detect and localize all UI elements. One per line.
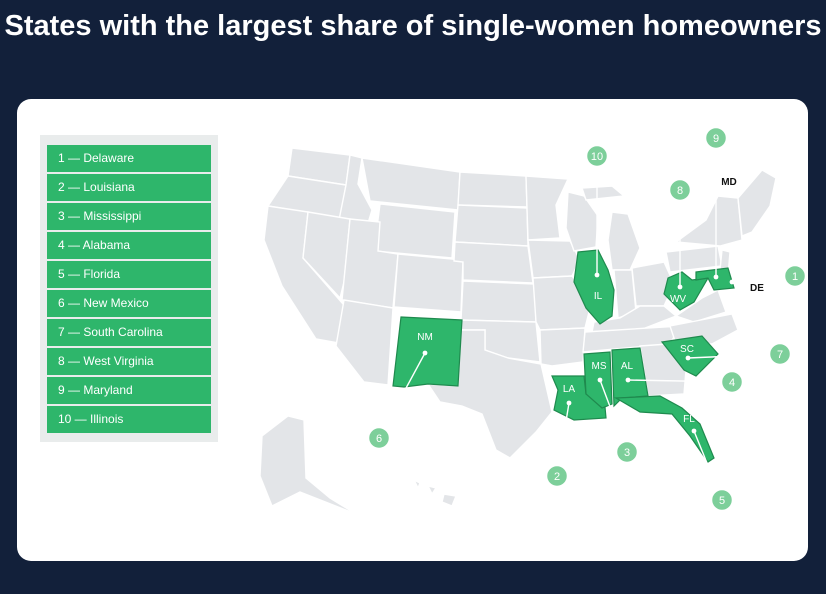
marker-4 (720, 370, 744, 394)
legend-item-4: 4 — Alabama (47, 232, 211, 259)
label-il: IL (594, 291, 603, 302)
legend-item-5: 5 — Florida (47, 261, 211, 288)
legend: 1 — Delaware 2 — Louisiana 3 — Mississip… (40, 135, 218, 442)
state-sc-highlight (660, 335, 719, 377)
legend-item-6: 6 — New Mexico (47, 290, 211, 317)
state-nd (457, 171, 528, 208)
marker-2-label: 2 (554, 471, 560, 483)
label-sc: SC (680, 344, 694, 355)
label-al: AL (621, 361, 634, 372)
label-md: MD (721, 177, 737, 188)
rank-markers: 1 2 3 4 5 6 7 8 9 10 (367, 126, 807, 512)
legend-item-8: 8 — West Virginia (47, 348, 211, 375)
legend-item-3: 3 — Mississippi (47, 203, 211, 230)
state-il-highlight (573, 249, 615, 325)
state-tx (426, 329, 553, 459)
marker-3-label: 3 (624, 447, 630, 459)
state-nm-highlight (392, 316, 463, 388)
state-pa (665, 245, 723, 273)
state-wv-highlight (663, 271, 710, 311)
marker-1-label: 1 (792, 271, 798, 283)
state-ne-states (737, 169, 777, 237)
legend-item-9: 9 — Maryland (47, 377, 211, 404)
leader-lines (378, 138, 796, 501)
marker-3 (615, 440, 639, 464)
marker-8-label: 8 (677, 185, 683, 197)
legend-item-1: 1 — Delaware (47, 145, 211, 172)
marker-10 (585, 144, 609, 168)
state-ar (539, 327, 586, 367)
marker-2 (545, 464, 569, 488)
state-wi (565, 191, 599, 252)
state-co (393, 253, 464, 313)
marker-9 (704, 126, 728, 150)
state-ks (460, 280, 537, 323)
marker-6-label: 6 (376, 433, 382, 445)
legend-item-7: 7 — South Carolina (47, 319, 211, 346)
label-nm: NM (417, 332, 433, 343)
marker-1 (783, 264, 807, 288)
marker-10-label: 10 (591, 151, 603, 163)
marker-5 (710, 488, 734, 512)
legend-item-10: 10 — Illinois (47, 406, 211, 433)
state-az (335, 299, 394, 386)
state-id (337, 154, 373, 231)
state-mn (525, 175, 570, 241)
marker-5-label: 5 (719, 495, 725, 507)
label-fl: FL (683, 414, 695, 425)
label-ms: MS (592, 361, 607, 372)
state-sd (454, 204, 529, 247)
marker-6 (367, 426, 391, 450)
base-states (259, 147, 777, 515)
state-mt (361, 157, 461, 211)
state-hi (412, 478, 457, 507)
label-de: DE (750, 283, 764, 294)
marker-7-label: 7 (777, 349, 783, 361)
highlighted-states (392, 249, 735, 463)
label-wv: WV (670, 294, 686, 305)
marker-4-label: 4 (729, 377, 735, 389)
legend-item-2: 2 — Louisiana (47, 174, 211, 201)
state-la-highlight (551, 375, 607, 421)
marker-9-label: 9 (713, 133, 719, 145)
state-ne (453, 241, 534, 284)
state-labels: NM IL LA MS AL FL SC WV MD DE (417, 177, 764, 434)
state-ny (674, 195, 743, 247)
state-nv (302, 211, 351, 300)
state-va (674, 289, 727, 323)
marker-8 (668, 178, 692, 202)
state-ak (259, 415, 357, 515)
label-la: LA (563, 384, 576, 395)
state-wy (373, 203, 456, 259)
page-title: States with the largest share of single-… (4, 10, 822, 42)
marker-7 (768, 342, 792, 366)
